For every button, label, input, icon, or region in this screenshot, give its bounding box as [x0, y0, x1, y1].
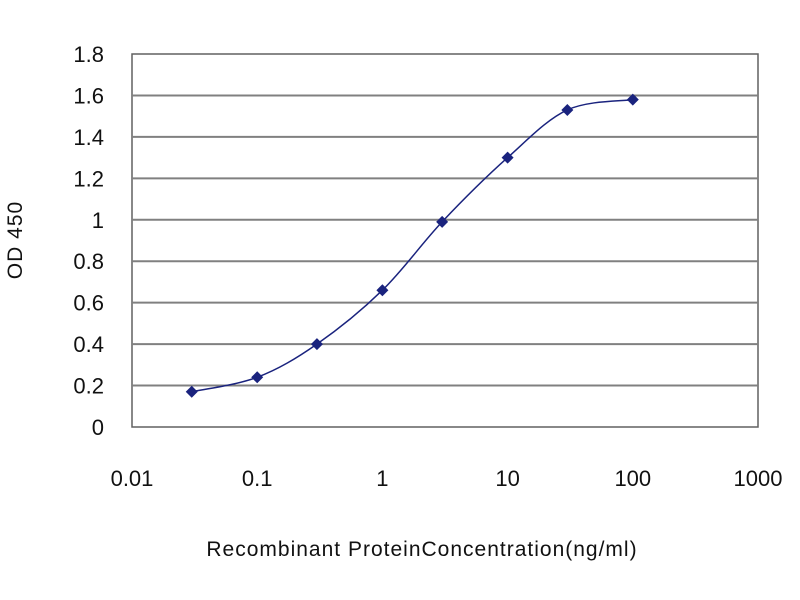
x-tick-label: 0.01 — [111, 466, 154, 491]
x-axis-title: Recombinant ProteinConcentration(ng/ml) — [206, 538, 637, 561]
y-tick-label: 0.8 — [73, 249, 104, 274]
data-point-marker — [251, 371, 264, 384]
y-tick-label: 1.4 — [73, 125, 104, 150]
y-tick-label: 1.8 — [73, 42, 104, 67]
x-tick-label: 0.1 — [242, 466, 273, 491]
data-point-marker — [185, 385, 198, 398]
data-point-marker — [376, 284, 389, 297]
x-tick-label: 1000 — [734, 466, 783, 491]
y-tick-label: 1.6 — [73, 83, 104, 108]
y-tick-labels: 0 0.2 0.4 0.6 0.8 1 1.2 1.4 1.6 1.8 — [73, 42, 104, 440]
y-tick-label: 1.2 — [73, 166, 104, 191]
data-point-marker — [501, 151, 514, 164]
x-tick-label: 100 — [614, 466, 651, 491]
y-tick-label: 0.2 — [73, 374, 104, 399]
y-tick-label: 1 — [92, 208, 104, 233]
y-tick-label: 0 — [92, 415, 104, 440]
plot-frame — [131, 53, 759, 428]
series-markers — [185, 93, 639, 398]
data-point-marker — [626, 93, 639, 106]
x-tick-labels: 0.01 0.1 1 10 100 1000 — [111, 466, 783, 491]
data-point-marker — [436, 215, 449, 228]
data-point-marker — [310, 338, 323, 351]
y-axis-title: OD 450 — [4, 201, 27, 279]
x-tick-label: 10 — [495, 466, 519, 491]
series-line — [191, 98, 633, 393]
y-tick-label: 0.4 — [73, 332, 104, 357]
data-point-marker — [561, 103, 574, 116]
x-tick-label: 1 — [376, 466, 388, 491]
y-tick-label: 0.6 — [73, 291, 104, 316]
